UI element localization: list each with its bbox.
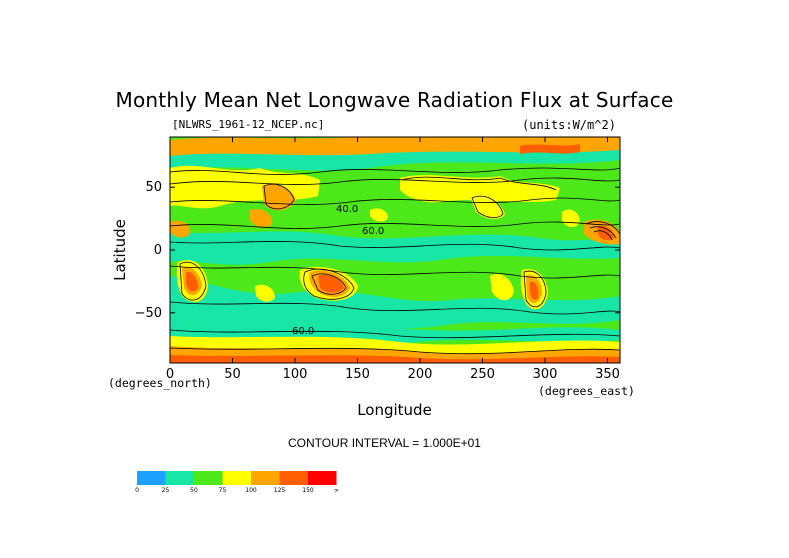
y-tick-label: 0 xyxy=(154,243,162,258)
teal-band-south xyxy=(170,276,620,329)
red-patch-arctic xyxy=(520,144,580,154)
filled-contour-field: 60.0 40.0 60.0 xyxy=(170,137,620,363)
contour-lines xyxy=(170,167,620,355)
yellow-sa xyxy=(490,273,514,301)
red-core-australia xyxy=(318,274,344,293)
colorbar-swatch xyxy=(137,471,166,485)
x-axis-unit-label: (degrees_east) xyxy=(538,384,635,398)
colorbar-tick-label: 0 xyxy=(135,487,139,494)
x-tick-label: 50 xyxy=(224,367,241,382)
yellow-patch-ne xyxy=(400,175,560,203)
x-tick-label: 250 xyxy=(470,367,495,382)
teal-band-equator xyxy=(170,231,620,265)
colorbar-tick-label: 75 xyxy=(219,487,227,494)
colorbar-tick-label: ∞ xyxy=(334,487,339,494)
colorbar-tick-label: 50 xyxy=(190,487,198,494)
x-tick-label: 350 xyxy=(595,367,620,382)
colorbar-swatch xyxy=(165,471,194,485)
contour-label: 40.0 xyxy=(336,204,358,215)
x-tick-label: 100 xyxy=(283,367,308,382)
x-axis-ticks: 0 50 100 150 200 250 300 350 xyxy=(166,137,620,382)
colorbar-swatch xyxy=(251,471,280,485)
x-axis-label-row: Longitude xyxy=(0,401,789,419)
contour-interval-label: CONTOUR INTERVAL = 1.000E+01 xyxy=(288,436,481,450)
x-tick-label: 300 xyxy=(533,367,558,382)
yellow-dot-1 xyxy=(370,208,388,222)
units-label: (units:W/m^2) xyxy=(522,118,616,132)
y-axis-unit-label: (degrees_north) xyxy=(108,376,212,390)
chart-title: Monthly Mean Net Longwave Radiation Flux… xyxy=(115,88,674,112)
red-core-sa xyxy=(530,281,539,300)
x-axis-label: Longitude xyxy=(357,401,432,419)
contour-label: 60.0 xyxy=(362,226,384,237)
orange-patch-tibet xyxy=(250,208,273,228)
colorbar-swatch xyxy=(279,471,308,485)
colorbar-tick-label: 25 xyxy=(162,487,170,494)
x-tick-label: 0 xyxy=(166,367,174,382)
x-tick-label: 200 xyxy=(408,367,433,382)
yellow-madagascar xyxy=(255,284,275,302)
colorbar-tick-label: 150 xyxy=(302,487,314,494)
orange-band-arctic xyxy=(170,137,620,156)
red-core-africa xyxy=(186,271,198,292)
colorbar-swatch xyxy=(222,471,251,485)
file-label: [NLWRS_1961-12_NCEP.nc] xyxy=(172,118,325,131)
contour-label: 60.0 xyxy=(292,326,314,337)
colorbar: 0 25 50 75 100 125 150 ∞ xyxy=(135,471,339,494)
colorbar-swatch xyxy=(308,471,337,485)
contour-label-group: 60.0 40.0 60.0 xyxy=(292,204,384,337)
colorbar-tick-label: 125 xyxy=(274,487,286,494)
x-tick-label: 150 xyxy=(345,367,370,382)
y-axis-ticks: 50 0 −50 xyxy=(135,180,620,321)
y-tick-label: −50 xyxy=(135,306,162,321)
y-tick-label: 50 xyxy=(145,180,162,195)
y-axis-label: Latitude xyxy=(111,219,129,281)
red-band-antarctic xyxy=(170,355,620,363)
colorbar-swatch xyxy=(194,471,223,485)
colorbar-tick-label: 100 xyxy=(245,487,257,494)
